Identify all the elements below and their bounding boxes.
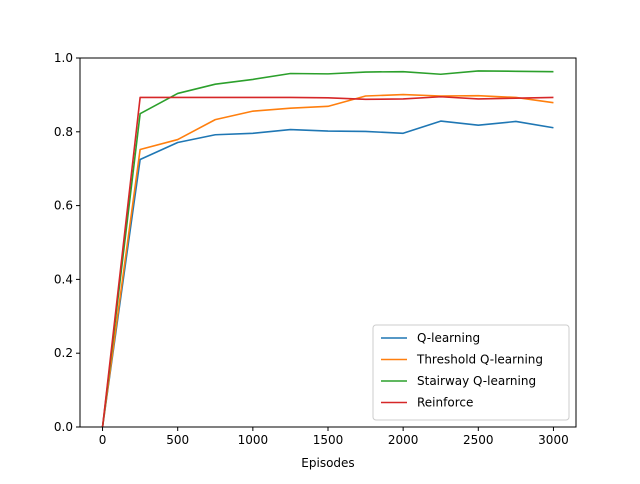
legend-label: Q-learning [417,331,480,345]
legend-box [372,324,570,421]
legend: Q-learning Threshold Q-learning Stairway Q… [372,324,570,421]
x-axis-label: Episodes [301,456,354,470]
series-line-3 [101,70,554,428]
y-tick-label: 0.6 [54,199,73,213]
x-tick-label: 2000 [388,433,419,447]
series-layer [101,70,554,428]
y-axis-ticks: 0.0 0.2 0.4 0.6 0.8 1.0 [54,51,80,434]
x-tick-label: 2500 [463,433,494,447]
y-tick-label: 1.0 [54,51,73,65]
y-tick-label: 0.8 [54,125,73,139]
x-tick-label: 1500 [313,433,344,447]
series-line-1 [101,120,554,428]
x-tick-label: 0 [99,433,107,447]
x-axis-ticks: 0 500 1000 1500 2000 2500 3000 [99,427,569,447]
series-line-2 [101,93,554,428]
x-tick-label: 1000 [238,433,269,447]
series-line-4 [101,95,554,428]
legend-label: Stairway Q-learning [417,374,536,388]
y-tick-label: 0.2 [54,346,73,360]
y-tick-label: 0.0 [54,420,73,434]
legend-label: Threshold Q-learning [416,353,543,367]
x-tick-label: 500 [166,433,189,447]
x-tick-label: 3000 [538,433,569,447]
legend-label: Reinforce [417,396,473,410]
y-tick-label: 0.4 [54,272,73,286]
